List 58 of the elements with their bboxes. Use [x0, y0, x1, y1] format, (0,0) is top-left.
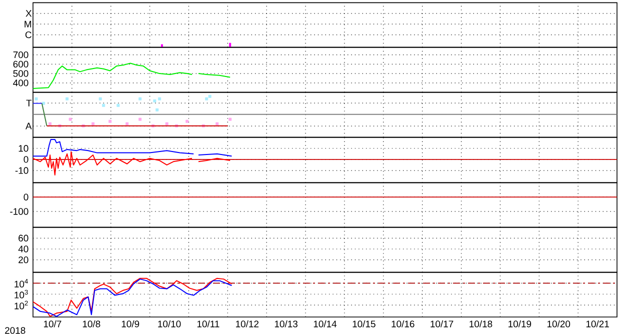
text: M [24, 20, 32, 28]
x-tick-label: 10/20 [547, 320, 570, 328]
point [138, 97, 142, 100]
x-tick-label: 10/18 [470, 320, 492, 328]
point [92, 122, 95, 126]
x-tick-label: 10/10 [158, 320, 181, 328]
x-tick-label: 10/14 [314, 320, 337, 328]
x-tick-label: 10/15 [352, 320, 376, 328]
point [153, 99, 156, 102]
x-tick-label: 10/8 [82, 320, 100, 328]
y-tick-label: -100 [10, 208, 28, 215]
point [98, 97, 102, 100]
y-tick-label: 0 [24, 194, 28, 200]
point [66, 97, 69, 100]
point [138, 118, 142, 121]
y-tick-label: 700 [13, 51, 28, 58]
point [34, 97, 38, 100]
x-axis-title: 2018 [5, 327, 26, 334]
point [158, 97, 162, 100]
point [126, 122, 129, 126]
y-tick-label: 20 [18, 256, 28, 264]
point [48, 122, 52, 126]
point [228, 118, 232, 121]
x-tick-label: 10/21 [586, 320, 609, 328]
point [108, 120, 112, 123]
point [68, 118, 72, 121]
text: T [26, 100, 32, 106]
x-tick-label: 10/16 [392, 320, 414, 328]
x-tick-label: 10/17 [430, 320, 454, 328]
point [205, 97, 208, 100]
y-tick-label: 10$^{3}$ [14, 290, 28, 298]
text: A [26, 122, 32, 130]
point [156, 108, 159, 112]
point [42, 102, 46, 105]
x-tick-label: 10/19 [508, 320, 532, 328]
y-tick-label: 600 [13, 60, 28, 68]
point [216, 122, 219, 126]
x-tick-label: 10/13 [274, 320, 298, 328]
y-tick-label: 0 [24, 156, 28, 163]
y-tick-label: 10 [18, 145, 28, 152]
point [102, 104, 106, 107]
y-tick-label: 400 [13, 80, 28, 86]
y-tick-label: 500 [13, 70, 28, 77]
point [116, 104, 120, 107]
point [186, 120, 189, 123]
text: X [26, 10, 32, 17]
y-tick-label: -10 [15, 167, 28, 174]
y-tick-label: 10$^{4}$ [14, 278, 28, 288]
x-tick-label: 10/11 [197, 320, 220, 328]
y-tick-label: 60 [18, 234, 28, 242]
text: C [25, 31, 32, 38]
x-tick-label: 10/9 [122, 320, 140, 328]
point [208, 94, 212, 98]
y-tick-label: 10$^{2}$ [14, 300, 28, 310]
x-tick-label: 10/7 [44, 320, 62, 328]
point [165, 122, 168, 126]
y-tick-label: 40 [18, 246, 28, 252]
x-tick-label: 10/12 [236, 320, 259, 328]
